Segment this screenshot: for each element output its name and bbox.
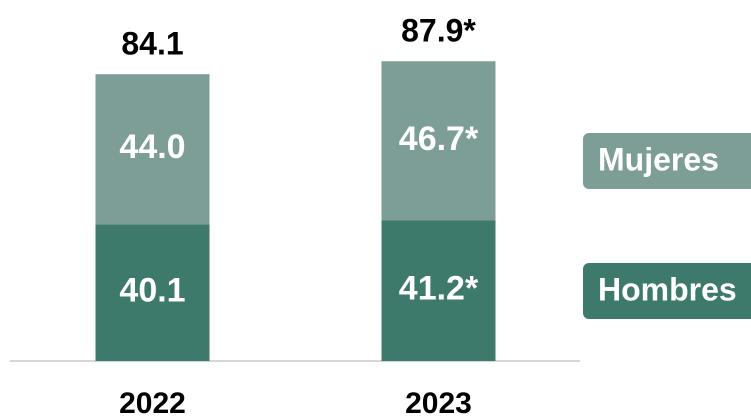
bar-segment: [381, 61, 496, 221]
legend-swatch: [583, 133, 751, 189]
value-label: 46.7*: [399, 120, 479, 158]
bar-segment: [95, 224, 210, 361]
total-label: 84.1: [121, 26, 183, 62]
x-tick-label: 2023: [405, 387, 472, 419]
total-label: 87.9*: [401, 13, 476, 49]
x-tick-label: 2022: [119, 387, 186, 419]
value-label: 44.0: [119, 128, 185, 166]
bar-segment: [381, 220, 496, 361]
legend-label: Hombres: [598, 271, 737, 307]
legend-label: Mujeres: [598, 141, 719, 177]
legend-swatch: [583, 263, 751, 319]
value-label: 40.1: [119, 272, 185, 310]
bar-segment: [95, 74, 210, 225]
value-label: 41.2*: [399, 270, 479, 308]
